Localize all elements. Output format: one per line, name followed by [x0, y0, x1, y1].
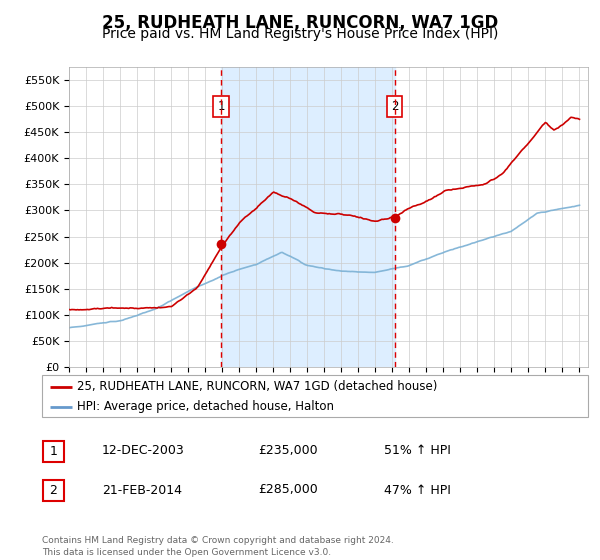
FancyBboxPatch shape — [43, 441, 64, 462]
Text: Price paid vs. HM Land Registry's House Price Index (HPI): Price paid vs. HM Land Registry's House … — [102, 27, 498, 41]
Text: 2: 2 — [391, 100, 398, 113]
Text: £235,000: £235,000 — [258, 444, 317, 458]
Text: Contains HM Land Registry data © Crown copyright and database right 2024.
This d: Contains HM Land Registry data © Crown c… — [42, 536, 394, 557]
Text: HPI: Average price, detached house, Halton: HPI: Average price, detached house, Halt… — [77, 400, 334, 413]
Text: 12-DEC-2003: 12-DEC-2003 — [102, 444, 185, 458]
FancyBboxPatch shape — [42, 375, 588, 417]
Text: 51% ↑ HPI: 51% ↑ HPI — [384, 444, 451, 458]
Text: 25, RUDHEATH LANE, RUNCORN, WA7 1GD (detached house): 25, RUDHEATH LANE, RUNCORN, WA7 1GD (det… — [77, 380, 438, 394]
Text: 25, RUDHEATH LANE, RUNCORN, WA7 1GD: 25, RUDHEATH LANE, RUNCORN, WA7 1GD — [102, 14, 498, 32]
Text: 21-FEB-2014: 21-FEB-2014 — [102, 483, 182, 497]
Text: 47% ↑ HPI: 47% ↑ HPI — [384, 483, 451, 497]
Text: 1: 1 — [49, 445, 58, 458]
Text: 1: 1 — [218, 100, 225, 113]
Text: £285,000: £285,000 — [258, 483, 318, 497]
Text: 2: 2 — [49, 484, 58, 497]
FancyBboxPatch shape — [43, 480, 64, 501]
Bar — [221, 67, 395, 367]
